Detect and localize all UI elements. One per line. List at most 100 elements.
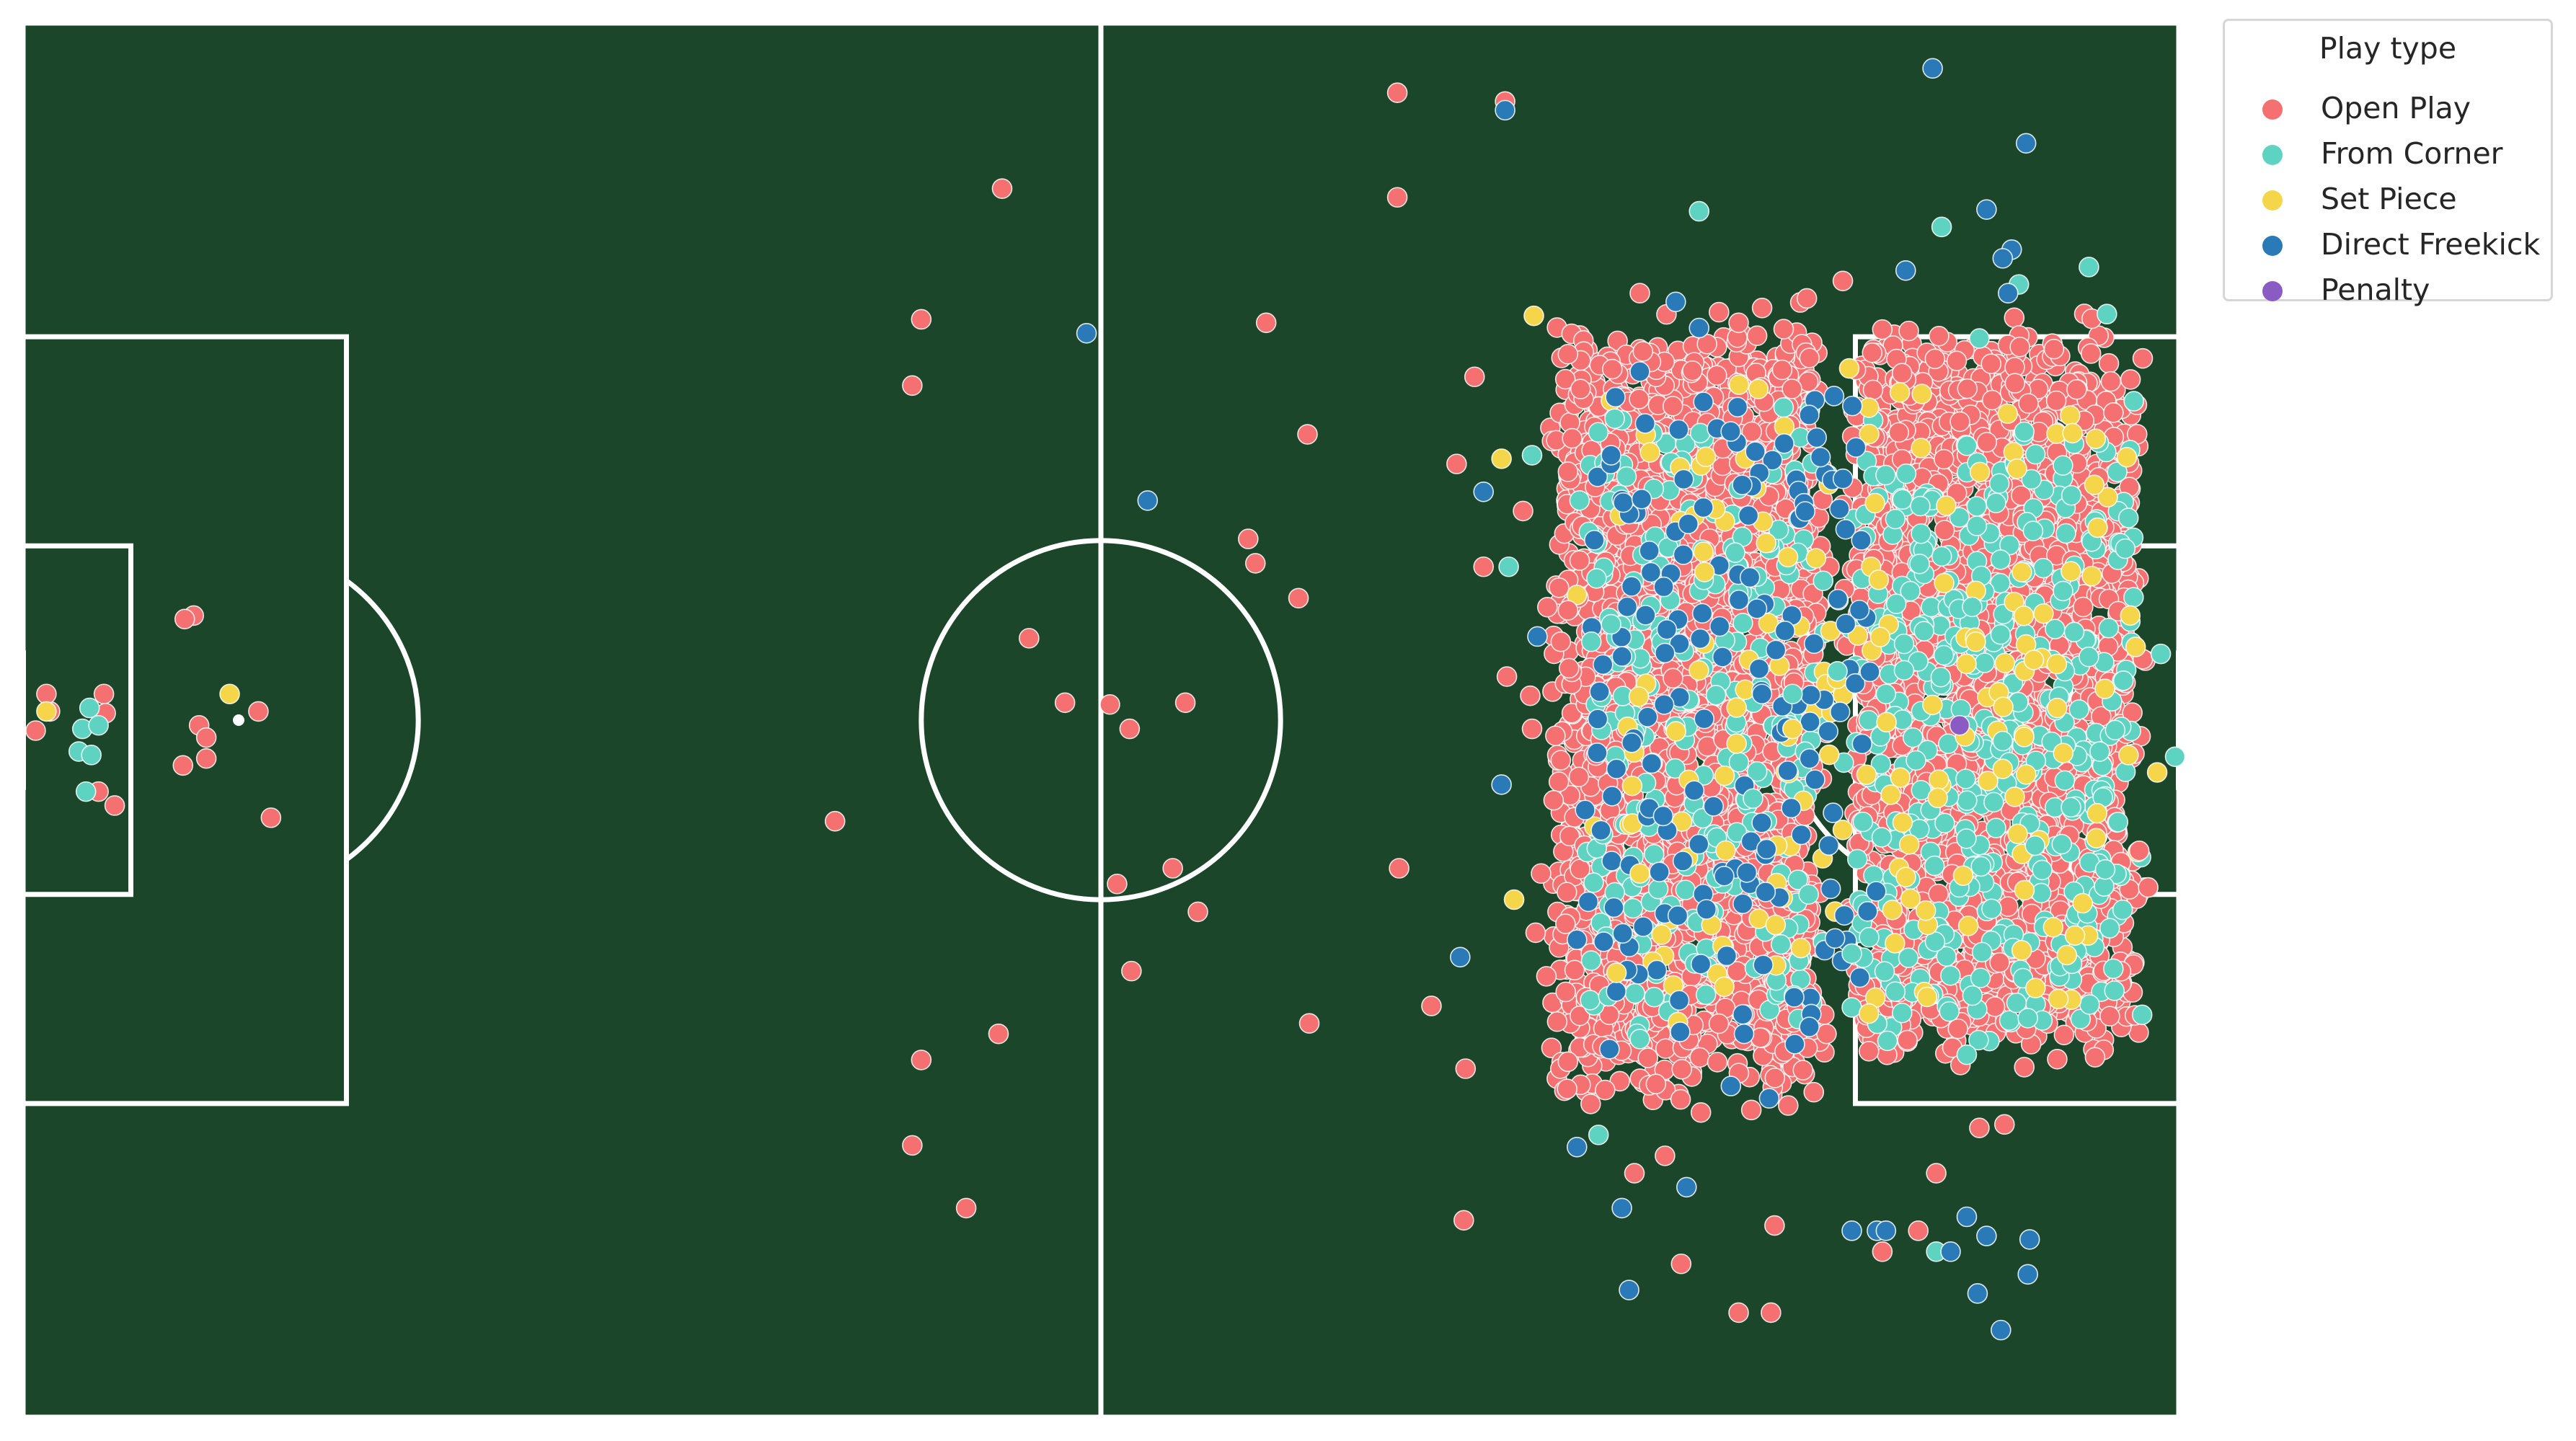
point-from-corner: [1616, 466, 1637, 487]
point-open-play: [2080, 343, 2102, 364]
point-open-play: [1928, 883, 1949, 905]
point-from-corner: [1675, 879, 1696, 900]
point-open-play: [1709, 301, 1730, 323]
point-open-play: [2098, 353, 2120, 374]
point-open-play: [1929, 325, 1949, 347]
point-from-corner: [1643, 843, 1665, 865]
point-open-play: [1554, 368, 1576, 390]
point-open-play: [1655, 1038, 1676, 1059]
point-open-play: [2073, 596, 2094, 618]
point-from-corner: [1725, 542, 1745, 563]
point-open-play: [2128, 1022, 2149, 1043]
point-open-play: [1764, 1068, 1786, 1088]
shot-points: [25, 58, 2186, 1341]
point-open-play: [1671, 1059, 1693, 1080]
point-from-corner: [1732, 612, 1753, 634]
point-from-corner: [1580, 990, 1601, 1011]
point-from-corner: [1787, 869, 1809, 890]
point-open-play: [1682, 360, 1703, 381]
point-from-corner: [1586, 568, 1607, 589]
point-open-play: [2120, 369, 2141, 390]
point-from-corner: [1665, 758, 1686, 779]
point-from-corner: [1583, 872, 1604, 893]
point-open-play: [2132, 347, 2154, 369]
point-open-play: [1707, 365, 1727, 386]
point-from-corner: [1813, 570, 1834, 592]
point-open-play: [1564, 959, 1585, 981]
point-open-play: [2004, 373, 2026, 394]
point-from-corner: [1622, 897, 1644, 919]
left-goal: [20, 650, 26, 790]
point-from-corner: [1624, 983, 1646, 1004]
point-open-play: [1976, 432, 1998, 453]
point-open-play: [1773, 319, 1794, 340]
point-open-play: [1934, 520, 1955, 541]
point-open-play: [1888, 422, 1910, 443]
point-open-play: [1799, 347, 1820, 368]
point-open-play: [2011, 485, 2032, 506]
point-open-play: [2103, 402, 2124, 423]
point-open-play: [1568, 766, 1590, 788]
left-penalty-arc: [345, 578, 421, 862]
point-open-play: [1781, 378, 1802, 399]
point-open-play: [1872, 319, 1893, 340]
point-open-play: [1803, 1081, 1825, 1103]
point-from-corner: [1705, 685, 1727, 706]
point-open-play: [1689, 1047, 1710, 1068]
point-open-play: [2014, 1057, 2035, 1078]
point-open-play: [1946, 350, 1968, 371]
point-open-play: [1569, 550, 1590, 571]
point-open-play: [1536, 596, 1558, 618]
point-open-play: [1980, 353, 2002, 374]
point-open-play: [1771, 359, 1793, 381]
point-open-play: [1662, 396, 1683, 417]
point-open-play: [1891, 363, 1913, 384]
point-open-play: [1629, 389, 1650, 409]
point-open-play: [1548, 771, 1570, 792]
right-goal: [2176, 650, 2182, 790]
point-open-play: [2018, 393, 2039, 414]
point-open-play: [1933, 448, 1955, 470]
point-from-corner: [1746, 761, 1768, 782]
point-open-play: [2053, 1024, 2075, 1046]
point-open-play: [1580, 1094, 1601, 1114]
point-from-corner: [1588, 422, 1609, 443]
point-open-play: [1690, 1101, 1712, 1123]
point-open-play: [1924, 348, 1946, 370]
point-open-play: [2043, 338, 2065, 360]
point-open-play: [1558, 657, 1580, 679]
point-from-corner: [1773, 396, 1794, 418]
left-penalty-spot: [233, 714, 244, 726]
point-open-play: [1862, 342, 1883, 363]
point-from-corner: [1770, 934, 1792, 955]
point-open-play: [1569, 1005, 1590, 1027]
point-open-play: [1555, 981, 1577, 1003]
point-open-play: [2100, 371, 2122, 392]
point-open-play: [1637, 1047, 1659, 1068]
point-open-play: [1947, 1018, 1969, 1039]
point-open-play: [1632, 341, 1654, 362]
centre-circle: [919, 538, 1283, 903]
point-open-play: [2004, 307, 2025, 329]
point-open-play: [1858, 1041, 1880, 1062]
point-open-play: [1670, 1088, 1691, 1110]
point-open-play: [1741, 421, 1763, 443]
point-open-play: [1949, 411, 1970, 433]
point-open-play: [2009, 336, 2030, 358]
point-open-play: [1557, 1078, 1578, 1099]
point-open-play: [1862, 379, 1884, 401]
point-open-play: [2045, 390, 2067, 412]
point-open-play: [1708, 1013, 1730, 1034]
point-open-play: [1898, 320, 1919, 342]
point-open-play: [2084, 1047, 2106, 1068]
point-open-play: [1562, 427, 1583, 449]
point-from-corner: [1695, 984, 1717, 1006]
point-open-play: [1989, 952, 2010, 973]
point-open-play: [2047, 1049, 2068, 1070]
point-open-play: [1981, 389, 2003, 411]
point-open-play: [1792, 1060, 1814, 1081]
point-open-play: [1541, 1037, 1562, 1059]
point-open-play: [1746, 325, 1768, 347]
point-open-play: [1555, 913, 1576, 934]
point-open-play: [1751, 298, 1773, 319]
